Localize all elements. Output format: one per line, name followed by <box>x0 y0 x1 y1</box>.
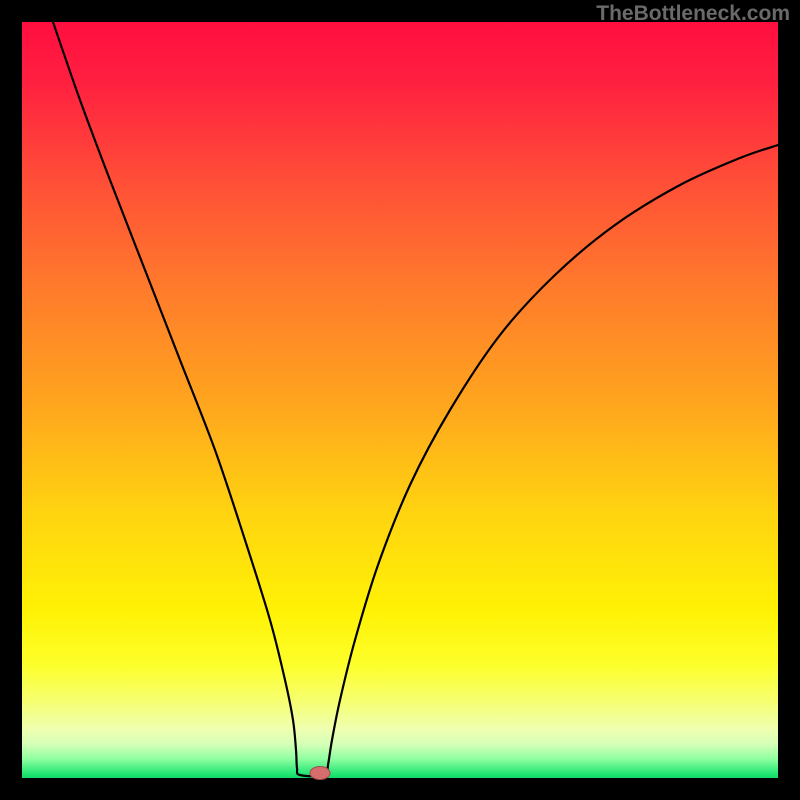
plot-background-gradient <box>22 22 778 778</box>
chart-frame: TheBottleneck.com <box>0 0 800 800</box>
watermark-text: TheBottleneck.com <box>596 2 790 26</box>
bottleneck-chart <box>0 0 800 800</box>
optimum-marker <box>310 767 330 780</box>
